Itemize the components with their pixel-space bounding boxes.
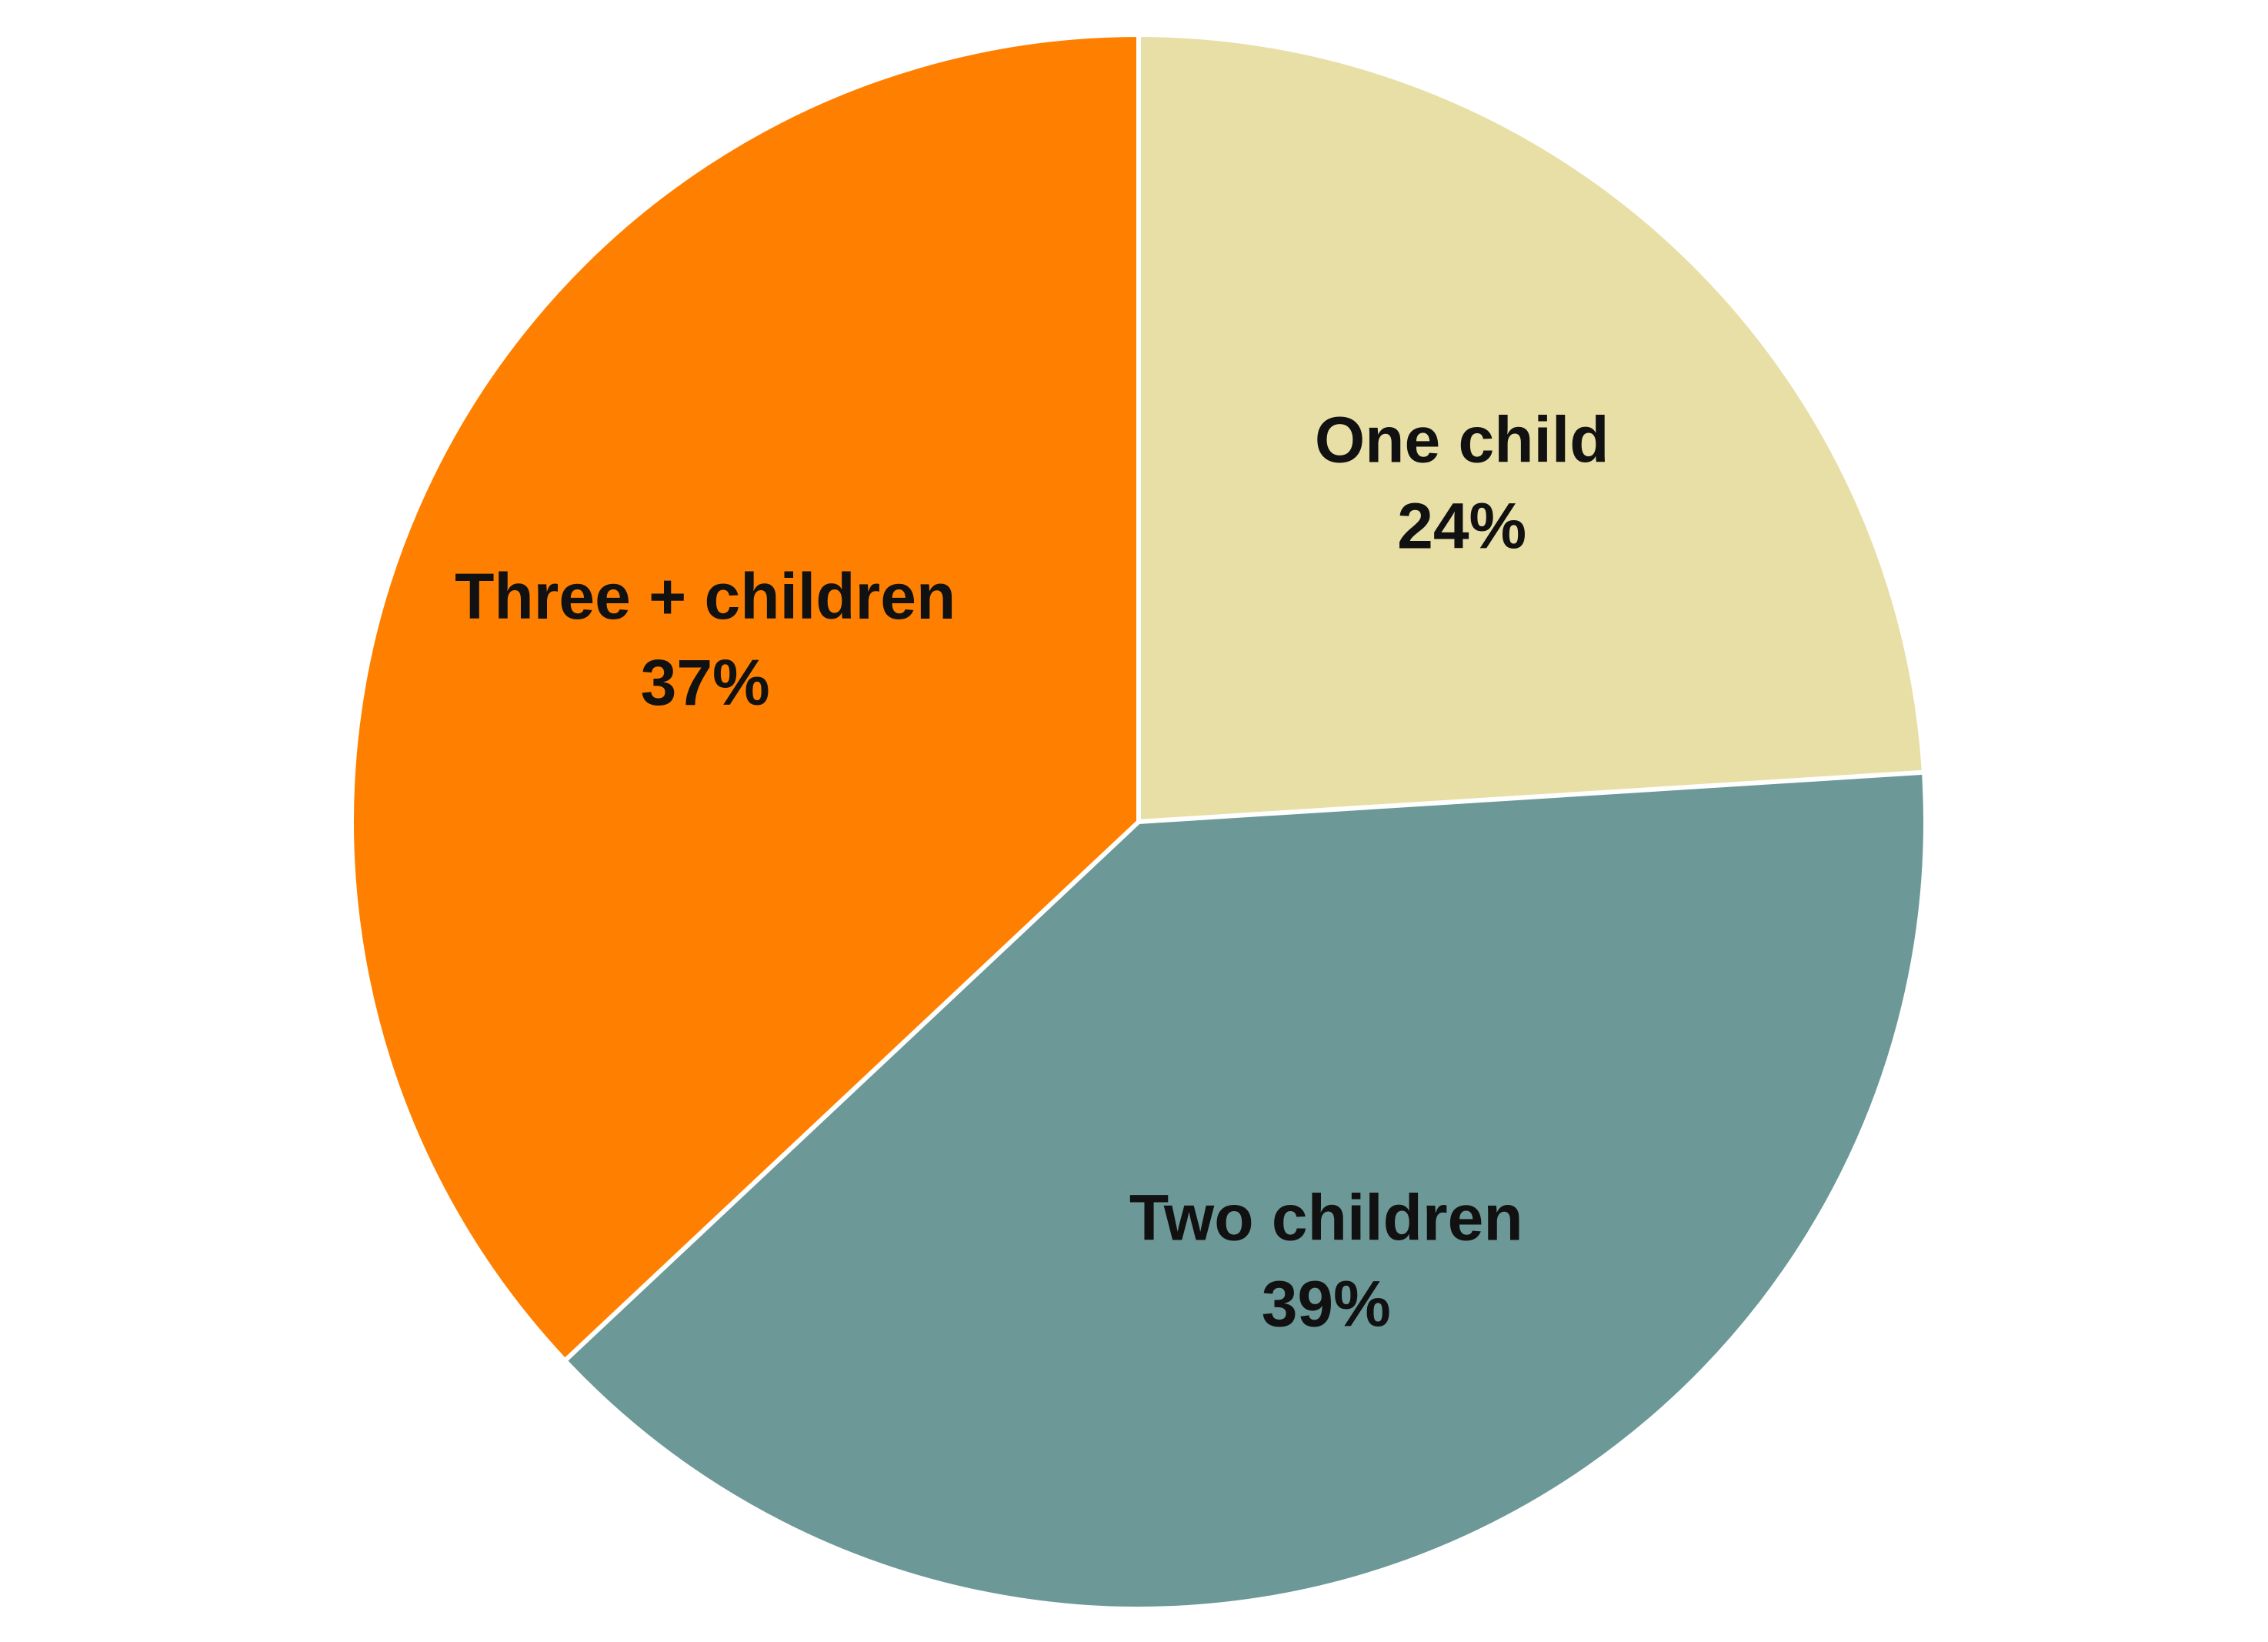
- slice-label-three-children: Three + children: [455, 560, 956, 632]
- pie-slice-two-children: [562, 769, 1928, 1611]
- pie-slice-three-children: [349, 32, 1141, 1363]
- slice-label-two-children: Two children: [1129, 1181, 1523, 1253]
- slice-label-one-child: One child: [1315, 404, 1609, 476]
- pie-labels: One child 24% Two children 39% Three + child…: [455, 404, 1609, 1340]
- slice-value-three-children: 37%: [641, 646, 770, 719]
- pie-slice-one-child: [1136, 32, 1926, 824]
- slice-value-one-child: 24%: [1397, 490, 1526, 562]
- pie-slices: [349, 32, 1928, 1611]
- slice-value-two-children: 39%: [1262, 1267, 1391, 1340]
